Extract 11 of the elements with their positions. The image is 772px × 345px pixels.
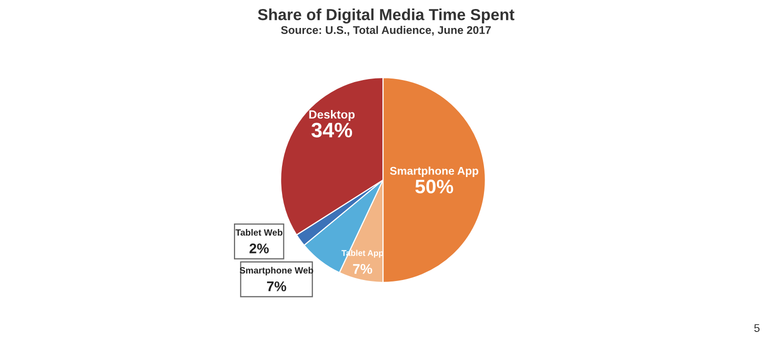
slice-label: Desktop xyxy=(309,110,355,121)
slice-label: Tablet Web xyxy=(236,229,282,236)
chart-subtitle: Source: U.S., Total Audience, June 2017 xyxy=(281,26,491,36)
data-label: 34% xyxy=(311,122,352,138)
slice-label: Smartphone App xyxy=(390,166,478,177)
data-label: 7% xyxy=(267,281,286,292)
data-label: 7% xyxy=(353,264,372,274)
text: 5 xyxy=(754,324,760,332)
data-label: 2% xyxy=(250,244,269,254)
chart-title: Share of Digital Media Time Spent xyxy=(258,8,514,24)
data-label: 50% xyxy=(415,180,454,194)
